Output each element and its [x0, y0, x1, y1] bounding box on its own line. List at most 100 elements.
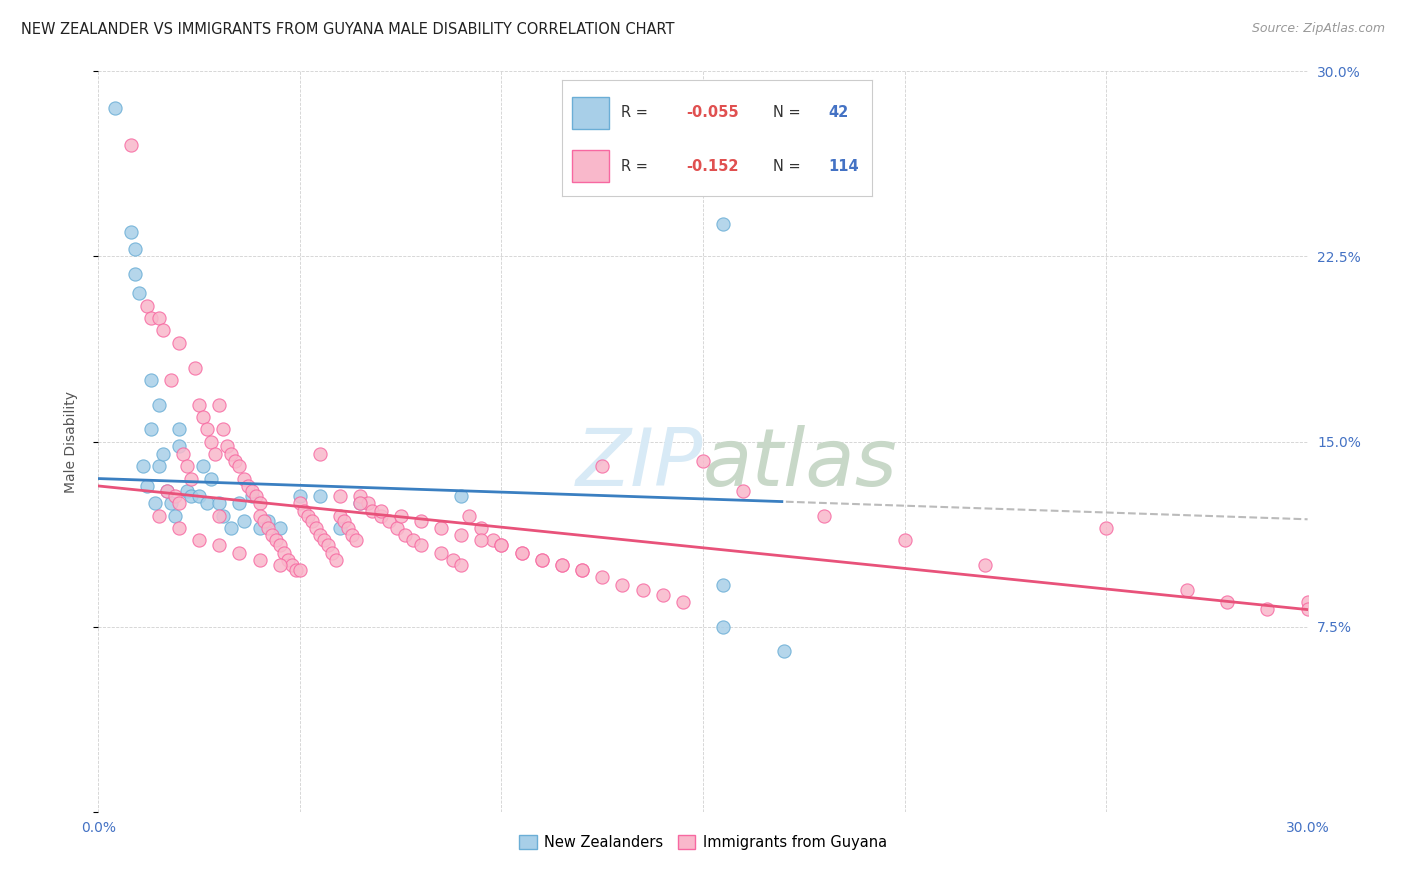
Point: [441, 553, 464, 567]
Point: [309, 528, 332, 542]
Point: [212, 508, 235, 523]
Point: [167, 335, 190, 350]
Point: [530, 553, 553, 567]
Point: [236, 479, 259, 493]
Point: [208, 496, 231, 510]
Point: [316, 538, 339, 552]
Point: [195, 496, 218, 510]
Point: [245, 489, 267, 503]
Point: [135, 479, 157, 493]
Point: [292, 503, 315, 517]
Point: [208, 398, 231, 412]
Point: [651, 588, 673, 602]
Point: [256, 514, 278, 528]
Point: [249, 553, 271, 567]
Point: [176, 459, 198, 474]
Point: [482, 533, 505, 548]
Point: [277, 553, 299, 567]
Text: 42: 42: [828, 105, 849, 120]
Point: [148, 398, 170, 412]
Point: [491, 538, 513, 552]
Point: [208, 538, 231, 552]
Point: [551, 558, 574, 572]
Y-axis label: Male Disability: Male Disability: [63, 391, 77, 492]
Point: [135, 299, 157, 313]
Point: [711, 218, 734, 232]
Point: [256, 521, 278, 535]
Point: [228, 496, 250, 510]
Point: [491, 538, 513, 552]
Point: [228, 459, 250, 474]
Point: [232, 471, 254, 485]
Point: [269, 558, 291, 572]
Point: [132, 459, 155, 474]
Point: [128, 286, 150, 301]
Point: [591, 459, 613, 474]
Point: [264, 533, 287, 548]
Point: [772, 644, 794, 658]
Point: [349, 496, 371, 510]
Point: [361, 503, 384, 517]
Point: [329, 489, 352, 503]
Point: [571, 563, 593, 577]
Point: [389, 508, 412, 523]
Point: [148, 508, 170, 523]
Point: [240, 489, 263, 503]
Text: ZIP: ZIP: [575, 425, 703, 503]
Text: Source: ZipAtlas.com: Source: ZipAtlas.com: [1251, 22, 1385, 36]
Point: [450, 528, 472, 542]
Point: [163, 489, 186, 503]
Text: atlas: atlas: [703, 425, 898, 503]
Legend: New Zealanders, Immigrants from Guyana: New Zealanders, Immigrants from Guyana: [513, 830, 893, 856]
Point: [813, 508, 835, 523]
Point: [212, 422, 235, 436]
Point: [711, 619, 734, 633]
Point: [120, 138, 142, 153]
Point: [269, 521, 291, 535]
Point: [470, 533, 492, 548]
Point: [156, 483, 179, 498]
Point: [337, 521, 360, 535]
Point: [510, 546, 533, 560]
Point: [309, 447, 332, 461]
Point: [176, 483, 198, 498]
Point: [1216, 595, 1239, 609]
Point: [204, 447, 226, 461]
Bar: [572, 150, 609, 182]
Point: [672, 595, 695, 609]
Point: [188, 489, 211, 503]
Point: [163, 508, 186, 523]
Point: [217, 440, 239, 454]
Point: [260, 528, 283, 542]
Point: [1256, 602, 1278, 616]
Point: [1296, 602, 1319, 616]
Point: [329, 508, 352, 523]
Point: [148, 459, 170, 474]
Point: [139, 373, 162, 387]
Text: R =: R =: [621, 159, 652, 174]
Point: [249, 521, 271, 535]
Point: [1175, 582, 1198, 597]
Point: [193, 409, 215, 424]
Point: [200, 434, 222, 449]
Point: [139, 422, 162, 436]
Point: [284, 563, 307, 577]
Point: [152, 447, 174, 461]
Point: [301, 514, 323, 528]
Point: [409, 538, 432, 552]
Text: NEW ZEALANDER VS IMMIGRANTS FROM GUYANA MALE DISABILITY CORRELATION CHART: NEW ZEALANDER VS IMMIGRANTS FROM GUYANA …: [21, 22, 675, 37]
Point: [329, 521, 352, 535]
Point: [357, 496, 380, 510]
Point: [124, 242, 146, 256]
Point: [221, 521, 243, 535]
Point: [591, 570, 613, 584]
Point: [180, 489, 202, 503]
Point: [394, 528, 416, 542]
Point: [430, 546, 453, 560]
Point: [148, 311, 170, 326]
Point: [288, 563, 311, 577]
Point: [249, 508, 271, 523]
Point: [143, 496, 166, 510]
Text: 114: 114: [828, 159, 859, 174]
Point: [240, 483, 263, 498]
